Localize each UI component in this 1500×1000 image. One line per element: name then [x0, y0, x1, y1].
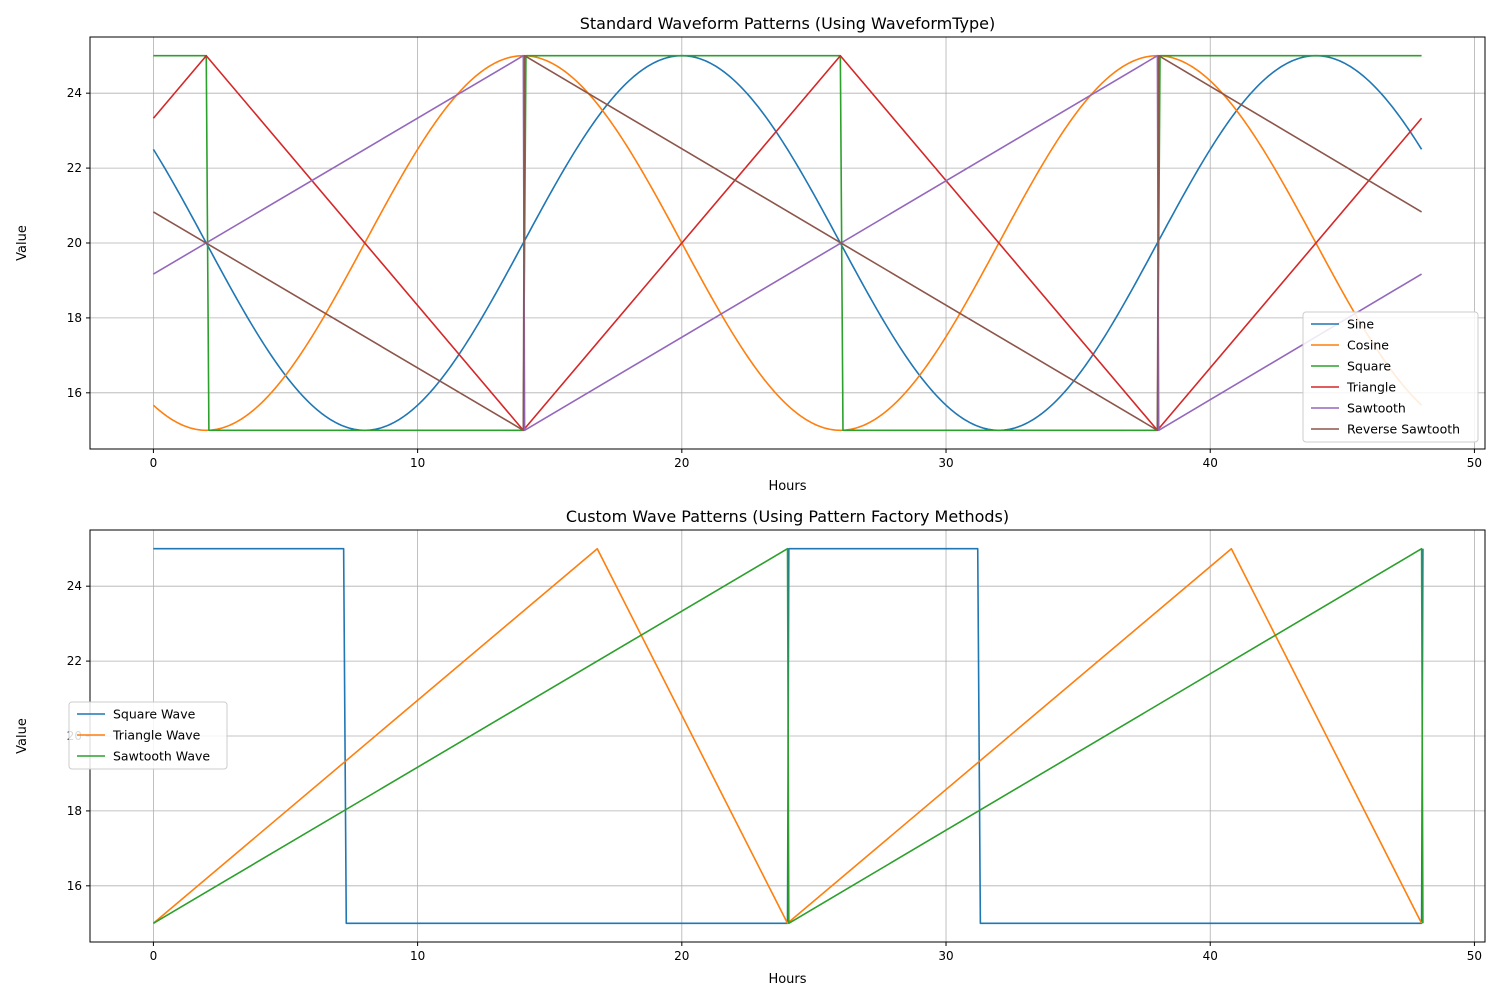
y-tick-label: 16 — [67, 386, 82, 400]
x-tick-label: 40 — [1203, 456, 1218, 470]
x-tick-label: 10 — [410, 949, 425, 963]
x-tick-label: 50 — [1467, 949, 1482, 963]
y-tick-label: 24 — [67, 579, 82, 593]
legend-label: Sine — [1347, 317, 1374, 332]
x-tick-label: 0 — [150, 949, 158, 963]
legend-label: Sawtooth — [1347, 401, 1406, 416]
y-tick-label: 20 — [67, 236, 82, 250]
legend-label: Triangle Wave — [112, 728, 201, 743]
x-tick-label: 10 — [410, 456, 425, 470]
legend-label: Cosine — [1347, 338, 1389, 353]
x-tick-label: 20 — [674, 949, 689, 963]
series-group — [152, 54, 1423, 432]
y-tick-label: 24 — [67, 86, 82, 100]
chart-1: 0 10 20 30 40 50 16 18 20 22 24 Standard Waveform P… — [15, 14, 1486, 494]
series-line-triangle — [152, 54, 1423, 432]
x-tick-label: 30 — [938, 456, 953, 470]
series-group — [152, 547, 1424, 925]
legend-label: Triangle — [1346, 380, 1396, 395]
x-tick-label: 30 — [938, 949, 953, 963]
y-axis-label: Value — [15, 718, 30, 754]
legend-box — [1302, 311, 1479, 443]
legend-label: Square Wave — [113, 707, 196, 722]
legend-label: Square — [1347, 359, 1391, 374]
x-axis-label: Hours — [768, 972, 806, 987]
x-tick-label: 40 — [1203, 949, 1218, 963]
legend-box — [68, 701, 228, 770]
legend-label: Sawtooth Wave — [113, 749, 210, 764]
series-line-square-wave — [153, 547, 1424, 925]
chart-title: Custom Wave Patterns (Using Pattern Fact… — [566, 507, 1009, 526]
x-axis-label: Hours — [768, 479, 806, 494]
series-line-reverse-sawtooth — [153, 54, 1422, 432]
chart-2: 010203040501618202224Custom Wave Pattern… — [15, 507, 1486, 987]
series-line-sawtooth-wave — [153, 547, 1424, 925]
grid — [90, 37, 1485, 449]
y-tick-label: 18 — [67, 311, 82, 325]
legend: Sine Cosine Square Triangle Sawtooth Reverse … — [1302, 311, 1479, 443]
y-tick-label: 22 — [67, 161, 82, 175]
x-tick-label: 50 — [1467, 456, 1482, 470]
y-tick-label: 22 — [67, 654, 82, 668]
y-tick-label: 18 — [67, 804, 82, 818]
legend-label: Reverse Sawtooth — [1347, 422, 1460, 437]
chart-title: Standard Waveform Patterns (Using Wavefo… — [580, 14, 996, 33]
y-axis-label: Value — [15, 225, 30, 261]
y-tick-label: 16 — [67, 879, 82, 893]
series-line-triangle-wave — [152, 547, 1423, 925]
x-tick-label: 20 — [674, 456, 689, 470]
x-tick-label: 0 — [150, 456, 158, 470]
legend: Square Wave Triangle Wave Sawtooth Wave — [68, 701, 228, 770]
